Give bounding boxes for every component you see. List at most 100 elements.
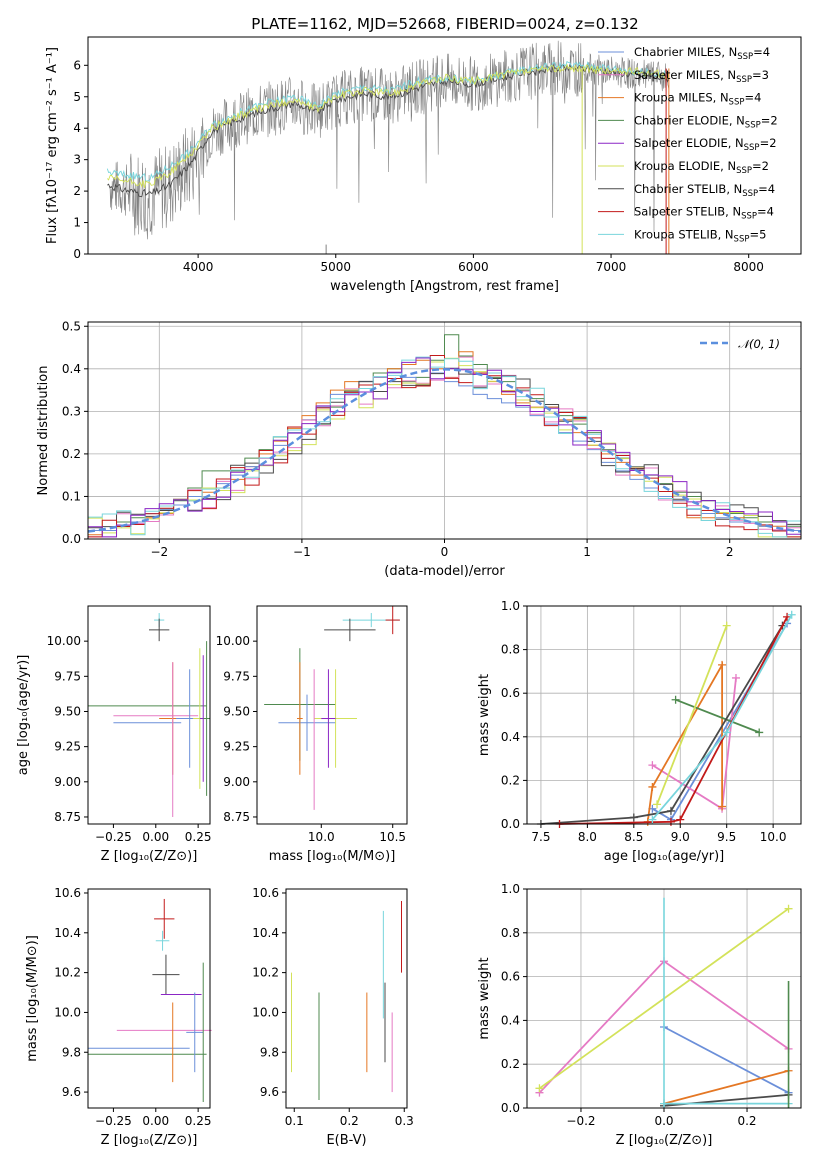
axes-frame [87, 605, 211, 825]
y-tick-label: 9.25 [54, 740, 81, 754]
spectrum-panel: 4000 5000 6000 7000 8000 0 1 2 3 4 5 6 wavelength [A… [45, 36, 802, 294]
y-tick-label: 9.75 [223, 669, 250, 683]
y-tick-label: 10.4 [54, 926, 81, 940]
y-tick-label: 10.0 [54, 1005, 81, 1019]
axes-frame [526, 888, 802, 1109]
mass-weight-line [559, 616, 788, 825]
y-tick-label: 1.0 [501, 882, 520, 896]
model-spectrum-line [107, 63, 670, 198]
y-tick-label: 0.8 [501, 643, 520, 657]
mass-weight-line [540, 625, 784, 825]
age-vs-mass-panel: 10.0 10.5 8.75 9.00 9.25 9.50 9.75 10.00 mass [l… [216, 605, 408, 864]
legend-label-text: Chabrier STELIB, N [634, 182, 742, 196]
x-axis-label: E(B-V) [326, 1133, 366, 1148]
y-tick-label: 1.0 [501, 599, 520, 613]
y-axis-label: mass weight [477, 957, 492, 1039]
mass-weight-marker [653, 800, 662, 809]
mass-weight-line [651, 677, 737, 811]
observed-spectrum-line [109, 40, 670, 240]
x-tick-label: 0.00 [142, 1114, 169, 1128]
mass-weight-marker [648, 761, 657, 770]
plot-area [88, 613, 210, 817]
x-tick-label: 7000 [596, 260, 627, 274]
plot-area [291, 900, 402, 1101]
legend-label: Salpeter MILES, NSSP=3 [634, 68, 769, 85]
y-tick-label: 10.00 [216, 634, 250, 648]
y-tick-label: 9.75 [54, 669, 81, 683]
x-tick-label: 10.5 [379, 830, 406, 844]
plot-area [536, 610, 796, 828]
legend-label: Kroupa ELODIE, NSSP=2 [634, 159, 769, 176]
mass-weight-marker [648, 782, 657, 791]
y-tick-label: 8.75 [54, 810, 81, 824]
mass-weight-marker [718, 802, 727, 811]
legend-label-value: =4 [744, 91, 761, 105]
mass-weight-marker [722, 728, 731, 737]
legend-label-value: =5 [749, 227, 766, 241]
y-axis-label: Normed distribution [36, 366, 51, 496]
x-tick-label: 0.25 [185, 830, 212, 844]
legend-label: Salpeter STELIB, NSSP=4 [634, 205, 774, 222]
mass-weight-vs-age-panel: 7.5 8.0 8.5 9.0 9.5 10.0 0.0 0.2 0.4 0.6 0.8 1.0 age… [477, 599, 802, 864]
y-tick-label: 10.00 [47, 634, 81, 648]
y-tick-label: 10.6 [252, 886, 279, 900]
residuals-panel: −2 −1 0 1 2 0.0 0.1 0.2 0.3 0.4 0.5 (data-model)/er… [36, 319, 802, 579]
axes-frame [285, 888, 408, 1109]
x-tick-label: 0.2 [737, 1114, 756, 1128]
y-tick-label: 9.00 [223, 775, 250, 789]
legend-label: Chabrier STELIB, NSSP=4 [634, 182, 775, 199]
legend-label-subscript: SSP [736, 166, 752, 176]
y-tick-label: 4 [73, 121, 81, 135]
y-tick-label: 9.00 [54, 775, 81, 789]
y-axis-label: Flux [fλ10⁻¹⁷ erg cm⁻² s⁻¹ A⁻¹] [45, 47, 60, 244]
legend-label-value: =3 [752, 68, 769, 82]
y-tick-label: 8.75 [223, 810, 250, 824]
x-tick-label: −0.25 [95, 1114, 132, 1128]
mass-weight-line [663, 1069, 789, 1105]
x-tick-label: 6000 [458, 260, 489, 274]
mass-weight-marker [784, 904, 793, 913]
mass-weight-marker [671, 695, 680, 704]
y-tick-label: 10.6 [54, 886, 81, 900]
legend-label-text: Kroupa STELIB, N [634, 227, 734, 241]
y-tick-label: 0.0 [62, 532, 81, 546]
mass-weight-marker [755, 728, 764, 737]
y-tick-label: 0.0 [501, 1101, 520, 1115]
y-tick-label: 0.0 [501, 817, 520, 831]
x-axis-label: Z [log₁₀(Z/Z⊙)] [101, 849, 198, 864]
y-tick-label: 2 [73, 184, 81, 198]
y-tick-label: 9.6 [62, 1085, 81, 1099]
legend-label-subscript: SSP [736, 75, 752, 85]
x-tick-label: 8.5 [624, 830, 643, 844]
axes-frame [87, 36, 802, 255]
x-tick-label: 0.00 [142, 830, 169, 844]
y-tick-label: 0.4 [501, 1013, 520, 1027]
legend-label: Chabrier MILES, NSSP=4 [634, 45, 770, 62]
age-vs-metallicity-panel: −0.25 0.00 0.25 8.75 9.00 9.25 9.50 9.75 10.00 Z … [16, 605, 212, 864]
mass-weight-line [675, 698, 760, 734]
legend-label-subscript: SSP [737, 52, 753, 62]
mass-weight-marker [535, 1084, 544, 1093]
y-tick-label: 9.50 [223, 704, 250, 718]
x-tick-label: −1 [293, 545, 311, 559]
residual-histogram-line [87, 356, 801, 539]
axes-frame [87, 321, 802, 540]
x-tick-label: 0.1 [285, 1114, 304, 1128]
y-tick-label: 0.1 [62, 489, 81, 503]
mass-weight-marker [666, 806, 675, 815]
y-tick-label: 9.8 [62, 1045, 81, 1059]
y-tick-label: 0.3 [62, 404, 81, 418]
residual-histogram-line [87, 357, 801, 539]
x-axis-label: age [log₁₀(age/yr)] [604, 849, 725, 864]
x-tick-label: 8000 [733, 260, 764, 274]
x-tick-label: −0.25 [95, 830, 132, 844]
mass-weight-line [656, 625, 728, 805]
legend-label-subscript: SSP [729, 98, 745, 108]
x-tick-label: −0.2 [566, 1114, 595, 1128]
y-tick-label: 0.5 [62, 319, 81, 333]
x-tick-label: −2 [150, 545, 168, 559]
mass-weight-marker [722, 621, 731, 630]
legend-label-value: =2 [761, 113, 778, 127]
plot-area [535, 897, 793, 1110]
y-tick-label: 10.2 [252, 966, 279, 980]
